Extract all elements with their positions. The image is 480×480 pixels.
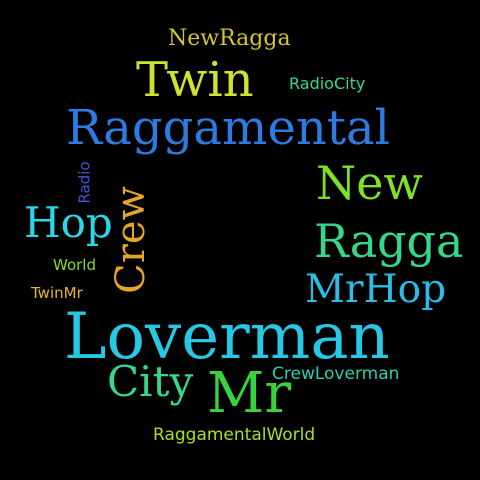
word-radiocity: RadioCity [289,74,366,93]
word-raggamental: Raggamental [66,100,391,156]
word-new: New [316,156,423,210]
word-hop: Hop [24,198,113,247]
word-raggamentalworld: RaggamentalWorld [153,425,316,445]
word-twin: Twin [136,52,254,108]
word-mr: Mr [207,361,292,426]
word-city: City [107,357,194,406]
word-mrhop: MrHop [305,267,447,312]
word-loverman: Loverman [64,300,390,374]
word-crew-vertical: Crew [107,186,154,294]
word-twinmr: TwinMr [31,284,83,302]
word-newragga: NewRagga [168,26,291,51]
word-ragga: Ragga [314,214,464,268]
word-crewloverman: CrewLoverman [272,364,400,384]
word-world: World [53,256,96,274]
